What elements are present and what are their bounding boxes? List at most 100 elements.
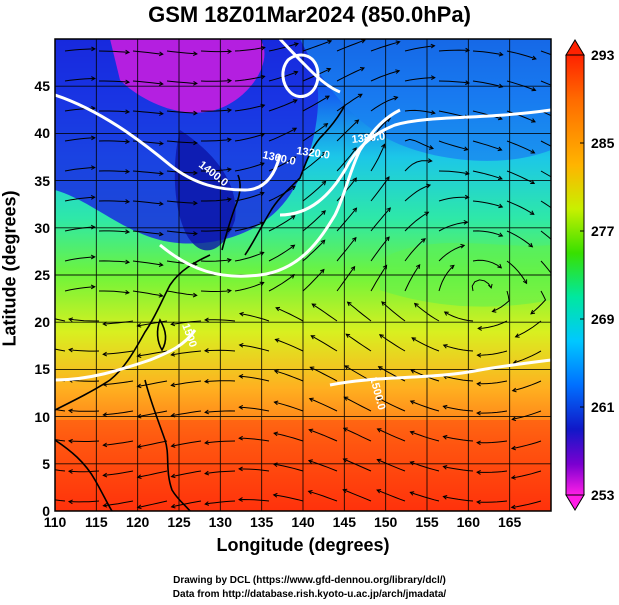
- streamline: [506, 230, 533, 248]
- streamline: [275, 338, 304, 352]
- colorbar-high-cap: [565, 39, 585, 56]
- colorbar-tick-label: 253: [591, 487, 615, 503]
- streamline: [377, 428, 406, 442]
- x-tick-label: 110: [43, 514, 67, 530]
- streamline: [69, 349, 100, 352]
- streamline: [404, 138, 434, 149]
- streamline-arrowhead: [159, 111, 164, 116]
- streamline: [268, 215, 296, 232]
- streamline-arrowhead: [393, 95, 399, 101]
- streamline: [404, 77, 435, 82]
- streamline-arrowhead: [170, 503, 176, 509]
- streamline: [200, 228, 231, 232]
- streamline: [268, 185, 296, 202]
- page-title: GSM 18Z01Mar2024 (850.0hPa): [148, 2, 471, 27]
- coastline-korea: [221, 174, 241, 251]
- streamline: [506, 80, 536, 91]
- streamline: [268, 244, 295, 262]
- streamline-arrowhead: [260, 45, 266, 51]
- contour-1400: [55, 93, 282, 192]
- y-tick-label: 30: [34, 219, 50, 236]
- streamline: [506, 140, 535, 154]
- streamline: [268, 43, 299, 52]
- streamline-arrowhead: [170, 321, 176, 327]
- streamline-arrowhead: [354, 119, 360, 125]
- streamline: [103, 410, 134, 416]
- streamline: [343, 489, 372, 502]
- streamline-arrowhead: [498, 51, 504, 57]
- streamline-arrowhead: [321, 210, 326, 215]
- streamline: [343, 458, 372, 472]
- streamline: [302, 95, 330, 112]
- streamline-arrowhead: [238, 435, 243, 441]
- streamline: [274, 370, 304, 382]
- streamline: [345, 333, 372, 352]
- streamline: [137, 500, 168, 508]
- streamline-arrowhead: [430, 110, 436, 115]
- streamline: [492, 290, 510, 312]
- streamline-arrowhead: [226, 167, 232, 172]
- streamline: [64, 286, 95, 292]
- streamline: [239, 498, 270, 502]
- streamline: [302, 180, 326, 202]
- streamline-arrowhead: [310, 335, 316, 340]
- streamline-arrowhead: [227, 137, 232, 143]
- streamline-arrowhead: [556, 281, 560, 285]
- streamline-arrowhead: [125, 79, 131, 85]
- streamline: [234, 133, 265, 142]
- streamline: [438, 265, 455, 292]
- streamline-arrowhead: [308, 428, 314, 434]
- streamline-arrowhead: [227, 108, 233, 113]
- streamline-arrowhead: [522, 279, 528, 285]
- y-tick-label: 20: [34, 314, 50, 331]
- streamline: [64, 256, 95, 262]
- streamline: [64, 137, 95, 142]
- streamline-arrowhead: [465, 47, 471, 53]
- streamline-arrowhead: [203, 348, 209, 353]
- y-tick-label: 10: [34, 408, 50, 425]
- streamline-arrowhead: [170, 443, 176, 448]
- streamline-arrowhead: [90, 284, 96, 290]
- streamline-arrowhead: [410, 369, 416, 374]
- coastline-china: [55, 254, 211, 411]
- streamline-arrowhead: [307, 490, 313, 495]
- colorbar-tick-label: 277: [591, 223, 615, 239]
- streamline-arrowhead: [530, 309, 536, 315]
- streamline: [68, 500, 100, 503]
- streamline-arrowhead: [192, 292, 198, 298]
- streamline: [171, 470, 202, 478]
- streamline: [336, 207, 357, 232]
- coastline-japan: [244, 104, 346, 256]
- streamline-arrowhead: [385, 236, 390, 242]
- streamline: [98, 200, 130, 203]
- streamline: [171, 440, 202, 447]
- streamline: [166, 110, 197, 114]
- streamline: [99, 80, 130, 83]
- streamline-arrowhead: [413, 302, 419, 308]
- streamline-arrowhead: [238, 404, 244, 410]
- streamline: [438, 244, 465, 262]
- streamline: [234, 104, 265, 112]
- streamline: [404, 45, 435, 52]
- streamline-arrowhead: [125, 229, 131, 234]
- streamline-arrowhead: [311, 303, 317, 308]
- streamline: [68, 410, 100, 412]
- colorbar-tick-label: 293: [591, 47, 615, 63]
- streamline: [103, 380, 134, 386]
- streamline-arrowhead: [460, 243, 466, 249]
- streamline-arrowhead: [386, 207, 391, 213]
- streamline: [370, 144, 386, 172]
- streamline-arrowhead: [359, 67, 365, 72]
- streamline-arrowhead: [409, 491, 415, 496]
- streamline: [98, 140, 130, 143]
- streamline: [477, 410, 508, 414]
- streamline-arrowhead: [102, 351, 108, 357]
- streamline-arrowhead: [192, 51, 198, 57]
- streamline: [370, 41, 400, 52]
- streamline: [477, 440, 508, 444]
- streamline-arrowhead: [274, 338, 280, 343]
- streamline-arrowhead: [273, 400, 279, 406]
- streamline-arrowhead: [531, 86, 537, 92]
- streamline: [511, 500, 542, 508]
- streamline-arrowhead: [326, 67, 332, 73]
